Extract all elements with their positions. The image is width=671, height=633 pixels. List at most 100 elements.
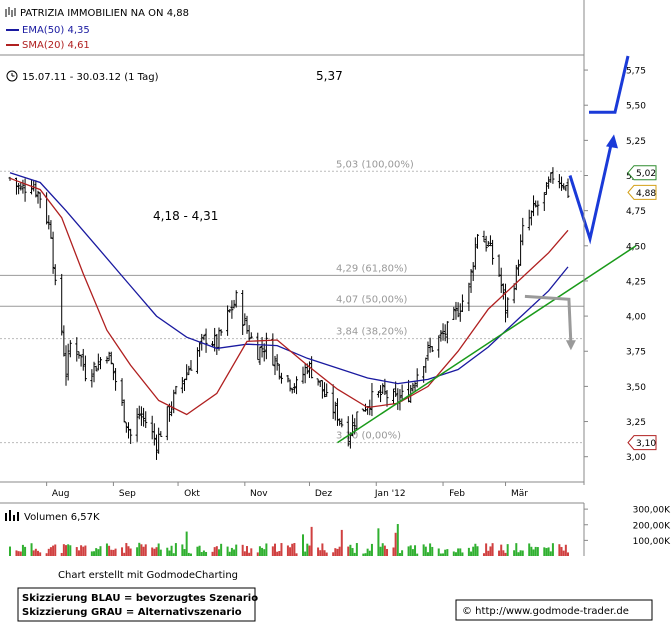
volume-bar [271, 546, 274, 556]
volume-bar [543, 547, 546, 556]
volume-bar [396, 524, 399, 556]
volume-bar [325, 552, 328, 556]
volume-bar [317, 547, 320, 556]
volume-bar [366, 548, 369, 556]
volume-bar [32, 550, 35, 556]
footer: Chart erstellt mit GodmodeCharting Skizz… [17, 570, 653, 622]
volume-bar [202, 550, 205, 556]
volume-bar [426, 552, 429, 556]
volume-bar [276, 551, 279, 556]
chart-header: PATRIZIA IMMOBILIEN NA ON 4,88 EMA(50) 4… [0, 7, 584, 83]
y-tick-label: 5,25 [626, 137, 646, 147]
sma-legend-label: SMA(20) 4,61 [22, 40, 90, 51]
volume-bar [386, 548, 389, 556]
volume-bar [250, 548, 253, 556]
volume-bar [15, 550, 18, 556]
volume-bar [256, 552, 259, 556]
x-tick-label: Nov [250, 489, 268, 499]
volume-bar [280, 543, 283, 556]
volume-bar [151, 547, 154, 556]
volume-bar [65, 545, 68, 556]
source-url[interactable]: © http://www.godmode-trader.de [462, 606, 629, 617]
volume-bar [105, 543, 108, 556]
blue-scenario-path [568, 140, 614, 245]
grey-scenario-path [524, 294, 573, 345]
volume-bar [235, 544, 238, 556]
volume-bar [278, 551, 281, 556]
volume-bar [349, 544, 352, 556]
volume-bar [34, 548, 37, 556]
volume-bar [401, 550, 404, 556]
volume-bar [293, 542, 296, 556]
y-tick-label: 4,75 [626, 207, 646, 217]
volume-bar [114, 548, 117, 556]
volume-bar [129, 548, 132, 556]
volume-bar [166, 547, 169, 556]
volume-bar [220, 543, 223, 556]
volume-bar [547, 547, 550, 556]
url-box [455, 599, 653, 621]
range-annotation: 4,18 - 4,31 [153, 209, 218, 223]
volume-bar [95, 548, 98, 556]
volume-bar [485, 543, 488, 556]
indicator-lines-layer [9, 172, 637, 444]
y-tick-label: 4,00 [626, 313, 646, 323]
fib-label: 3,84 (38,20%) [336, 327, 407, 338]
volume-bar [289, 547, 292, 556]
volume-bar [60, 552, 63, 556]
fib-label: 5,03 (100,00%) [336, 159, 414, 170]
price-tag-label: 4,88 [636, 189, 656, 199]
volume-bar [353, 552, 356, 556]
volume-bar [30, 543, 33, 556]
volume-bar [368, 550, 371, 556]
volume-bar [319, 550, 322, 556]
scenario-layer [524, 55, 630, 351]
volume-panel: Volumen 6,57K 300,00K 200,00K 100,00K [0, 502, 671, 556]
x-tick-label: Mär [511, 489, 528, 499]
volume-bar [416, 553, 419, 556]
volume-bar [21, 544, 24, 556]
volume-bar [302, 534, 305, 556]
volume-bar [198, 545, 201, 556]
volume-bar [334, 548, 337, 556]
volume-bar [310, 526, 313, 556]
volume-bar [140, 544, 143, 556]
volume-bar [336, 548, 339, 556]
volume-bar [383, 545, 386, 556]
volume-bar [476, 546, 479, 556]
chart-title: PATRIZIA IMMOBILIEN NA ON 4,88 [20, 8, 189, 19]
price-bars-layer [8, 167, 570, 460]
volume-bar [241, 544, 244, 556]
volume-bar [306, 543, 309, 556]
volume-bar [411, 549, 414, 556]
grey-scenario-arrowhead [565, 340, 576, 351]
volume-bar [248, 552, 251, 556]
volume-bar [513, 550, 516, 556]
volume-bar [217, 549, 220, 556]
volume-bar [258, 546, 261, 556]
volume-bar [205, 551, 208, 556]
x-tick-label: Jan '12 [374, 489, 406, 499]
volume-bar [414, 545, 417, 556]
y-tick-label: 5,50 [626, 102, 646, 112]
volume-bar [196, 546, 199, 556]
price-tag-label: 5,02 [636, 169, 656, 179]
volume-bar [170, 545, 173, 556]
volume-bar [500, 544, 503, 556]
volume-bar [536, 547, 539, 556]
y-tick-label: 4,50 [626, 242, 646, 252]
blue-scenario-target [589, 55, 630, 114]
volume-bar [562, 550, 565, 556]
volume-bar [153, 548, 156, 556]
volume-bar [321, 543, 324, 556]
volume-bar [452, 551, 455, 556]
volume-bar [77, 550, 80, 556]
volume-label: Volumen 6,57K [24, 512, 100, 523]
volume-icon [5, 510, 19, 521]
price-tag: 3,10 [627, 435, 657, 451]
volume-bar [138, 542, 141, 556]
volume-bar [381, 543, 384, 556]
volume-bar [545, 548, 548, 556]
y-axis: 5,755,505,255,004,754,504,254,003,753,50… [583, 0, 646, 485]
volume-bar [99, 546, 102, 556]
